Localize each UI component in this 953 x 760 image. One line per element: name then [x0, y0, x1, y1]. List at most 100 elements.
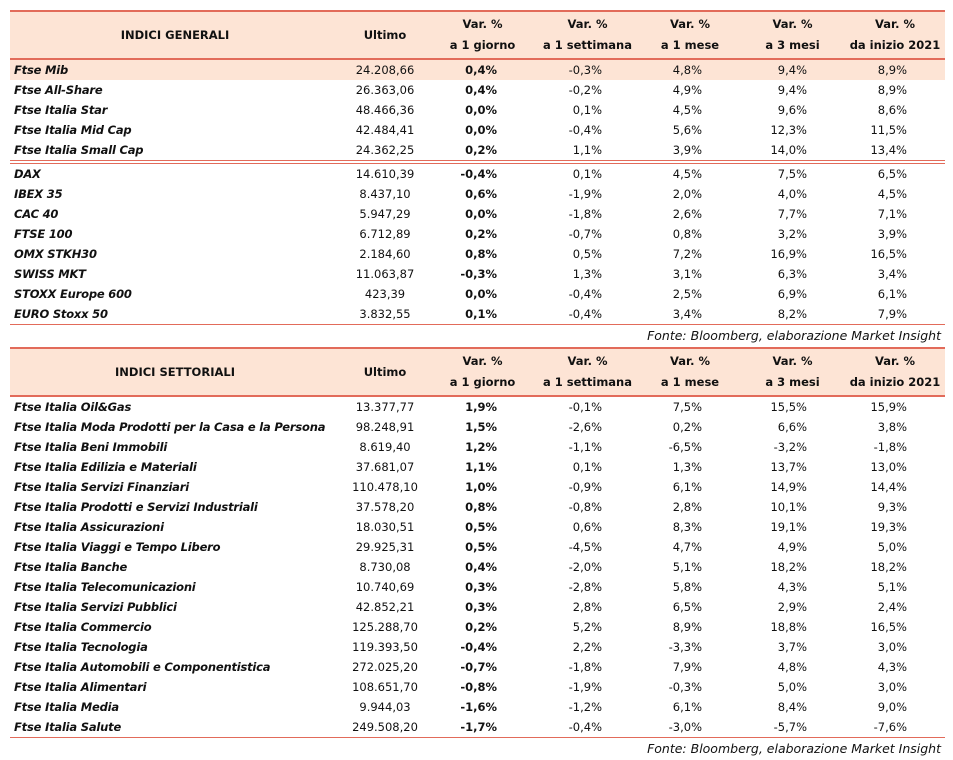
value-cell: 18.030,51 — [355, 520, 415, 534]
index-name: Ftse Italia Moda Prodotti per la Casa e … — [14, 420, 326, 434]
value-cell: 1,1% — [572, 143, 602, 157]
value-cell: 9,4% — [777, 83, 807, 97]
value-cell: 6,9% — [777, 287, 807, 301]
value-cell: 3,0% — [877, 640, 907, 654]
column-header-line: Var. % — [875, 17, 915, 31]
column-header: Var. % a 1 mese — [640, 10, 740, 60]
value-cell: 9,6% — [777, 103, 807, 117]
column-header-line: da inizio 2021 — [849, 375, 941, 389]
column-header: Var. % da inizio 2021 — [845, 347, 945, 397]
column-header-line: a 1 giorno — [449, 375, 516, 389]
value-cell: 3,8% — [877, 420, 907, 434]
value-cell: 13,0% — [870, 460, 907, 474]
value-cell: 4,8% — [672, 63, 702, 77]
value-cell: 98.248,91 — [355, 420, 415, 434]
value-cell: -2,8% — [568, 580, 602, 594]
value-cell: -0,1% — [568, 400, 602, 414]
value-cell: 1,2% — [465, 440, 497, 454]
value-cell: 0,4% — [465, 560, 497, 574]
value-cell: 0,8% — [465, 247, 497, 261]
value-cell: 3,9% — [672, 143, 702, 157]
value-cell: -1,1% — [568, 440, 602, 454]
value-cell: 3,4% — [877, 267, 907, 281]
value-cell: -3,3% — [668, 640, 702, 654]
column-header-line: Var. % — [772, 354, 813, 368]
table-row: OMX STKH30 2.184,60 0,8% 0,5% 7,2% 16,9% 16,5% — [10, 244, 945, 264]
index-name: Ftse Italia Star — [14, 103, 108, 117]
index-name: CAC 40 — [14, 207, 59, 221]
value-cell: 7,1% — [877, 207, 907, 221]
value-cell: 5,0% — [777, 680, 807, 694]
table-row: STOXX Europe 600 423,39 0,0% -0,4% 2,5% 6,9% 6… — [10, 284, 945, 304]
value-cell: 6.712,89 — [359, 227, 411, 241]
column-header-line: Var. % — [670, 354, 710, 368]
value-cell: 16,5% — [870, 247, 907, 261]
value-cell: 1,1% — [465, 460, 497, 474]
value-cell: 8,2% — [740, 304, 845, 325]
value-cell: 42.852,21 — [355, 600, 415, 614]
value-cell: 5,8% — [672, 580, 702, 594]
value-cell: -0,3% — [568, 63, 602, 77]
value-cell: -0,4% — [535, 304, 640, 325]
value-cell: 37.578,20 — [355, 500, 415, 514]
header-title: INDICI SETTORIALI — [10, 347, 340, 397]
value-cell: -1,8% — [873, 440, 907, 454]
value-cell: 48.466,36 — [355, 103, 415, 117]
value-cell: -0,7% — [568, 227, 602, 241]
value-cell: 12,3% — [770, 123, 807, 137]
value-cell: 0,0% — [465, 103, 497, 117]
value-cell: 14.610,39 — [340, 160, 430, 184]
column-header-line: Ultimo — [363, 27, 407, 42]
value-cell: 2,4% — [877, 600, 907, 614]
value-cell: 5,1% — [672, 560, 702, 574]
table-body: Ftse Italia Oil&Gas 13.377,77 1,9% -0,1% 7,5… — [10, 396, 945, 738]
value-cell: 0,2% — [672, 420, 702, 434]
value-cell: 0,1% — [430, 304, 535, 325]
value-cell: 0,3% — [465, 600, 497, 614]
column-header-line: Var. % — [772, 17, 813, 31]
column-header-line: Var. % — [875, 354, 915, 368]
index-name: Ftse Italia Servizi Pubblici — [14, 600, 177, 614]
column-header-line: Ultimo — [363, 364, 407, 379]
value-cell: -0,8% — [568, 500, 602, 514]
value-cell: -2,0% — [568, 560, 602, 574]
table-row: Ftse Italia Mid Cap 42.484,41 0,0% -0,4% 5,6… — [10, 120, 945, 140]
header-row: INDICI SETTORIALI Ultimo Var. % a 1 giorno V… — [10, 347, 945, 397]
value-cell: 7,9% — [845, 304, 945, 325]
column-header-line: Var. % — [567, 354, 608, 368]
value-cell: 9.944,03 — [359, 700, 411, 714]
header-title: INDICI GENERALI — [10, 10, 340, 60]
table-header: INDICI SETTORIALI Ultimo Var. % a 1 giorno V… — [10, 347, 945, 397]
value-cell: 8.619,40 — [359, 440, 411, 454]
column-header: Var. % a 3 mesi — [740, 347, 845, 397]
value-cell: 19,3% — [870, 520, 907, 534]
value-cell: 1,0% — [465, 480, 497, 494]
value-cell: -0,4% — [535, 717, 640, 738]
value-cell: 14,9% — [770, 480, 807, 494]
value-cell: -0,8% — [460, 680, 497, 694]
value-cell: 0,5% — [465, 520, 497, 534]
table-block: INDICI GENERALI Ultimo Var. % a 1 giorno Var… — [10, 10, 945, 347]
value-cell: 10.740,69 — [355, 580, 415, 594]
index-name: Ftse Italia Banche — [14, 560, 128, 574]
value-cell: 2,5% — [672, 287, 702, 301]
value-cell: 8,9% — [877, 63, 907, 77]
value-cell: -1,9% — [568, 187, 602, 201]
table-row: Ftse Italia Telecomunicazioni 10.740,69 0,… — [10, 577, 945, 597]
value-cell: 9,4% — [777, 63, 807, 77]
value-cell: 11,5% — [870, 123, 907, 137]
value-cell: -0,4% — [568, 287, 602, 301]
column-header: Var. % da inizio 2021 — [845, 10, 945, 60]
value-cell: 16,9% — [770, 247, 807, 261]
value-cell: 6,1% — [672, 480, 702, 494]
table-row: Ftse Italia Oil&Gas 13.377,77 1,9% -0,1% 7,5… — [10, 396, 945, 417]
value-cell: 0,1% — [535, 160, 640, 184]
index-name: Ftse Italia Small Cap — [14, 143, 144, 157]
value-cell: 9,0% — [877, 700, 907, 714]
table-row: Ftse Italia Servizi Finanziari 110.478,10… — [10, 477, 945, 497]
value-cell: 24.362,25 — [355, 143, 415, 157]
value-cell: -1,2% — [568, 700, 602, 714]
value-cell: -0,4% — [460, 640, 497, 654]
column-header: Var. % a 1 mese — [640, 347, 740, 397]
table-row: Ftse Italia Small Cap 24.362,25 0,2% 1,1% 3,… — [10, 140, 945, 162]
